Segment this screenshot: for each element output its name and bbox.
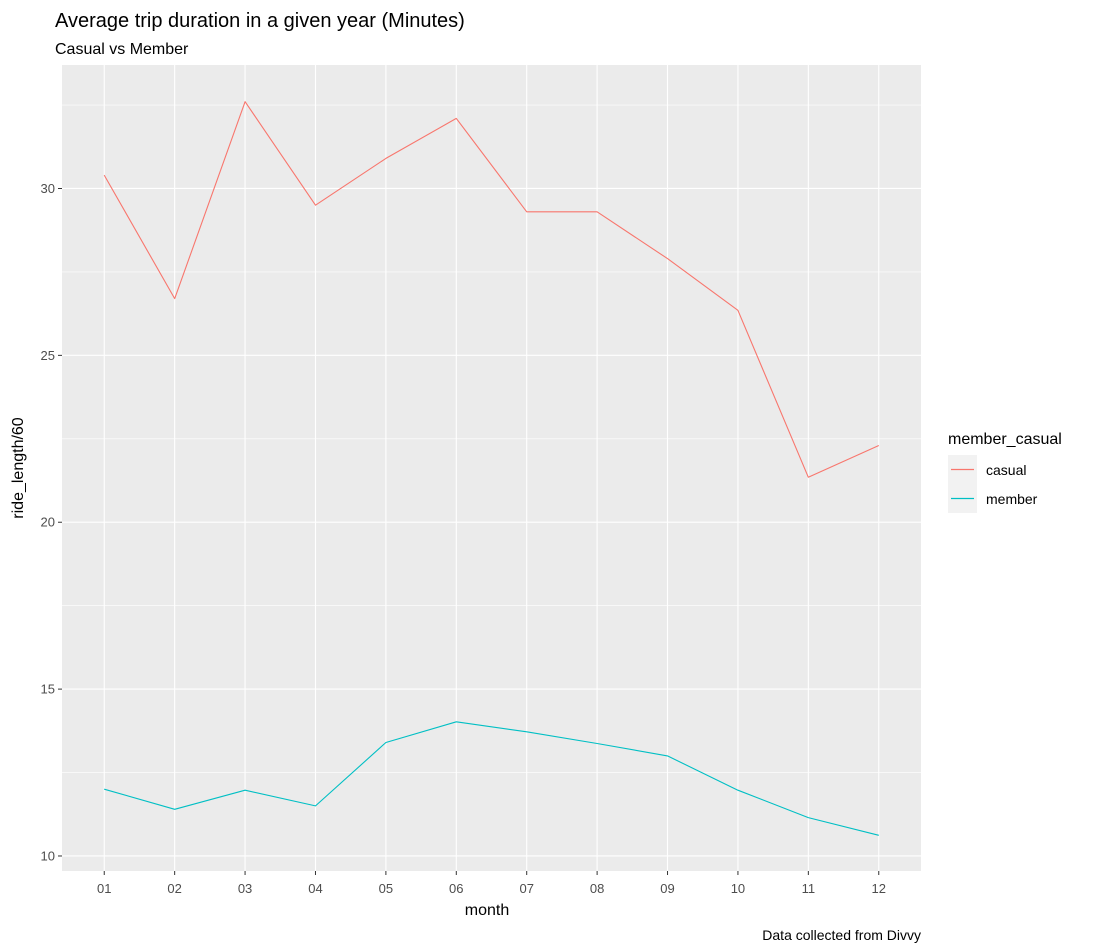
chart-caption: Data collected from Divvy: [762, 927, 921, 943]
x-tick-label: 07: [519, 881, 533, 896]
x-tick-label: 01: [97, 881, 111, 896]
y-axis-title: ride_length/60: [10, 417, 27, 519]
y-tick-label: 30: [41, 181, 55, 196]
x-axis: 01 02 03 04 05 06 07 08 09 10 11 12: [97, 871, 886, 896]
y-axis: 10 15 20 25 30: [41, 181, 62, 863]
y-tick-label: 25: [41, 348, 55, 363]
x-tick-label: 02: [167, 881, 181, 896]
x-tick-label: 06: [449, 881, 463, 896]
x-tick-label: 08: [590, 881, 604, 896]
y-tick-label: 15: [41, 682, 55, 697]
series-line-casual: [103, 101, 880, 478]
x-tick-label: 04: [308, 881, 322, 896]
chart-subtitle: Casual vs Member: [55, 41, 189, 58]
x-tick-label: 12: [872, 881, 886, 896]
x-tick-label: 10: [731, 881, 745, 896]
legend-title: member_casual: [948, 431, 1062, 448]
minor-gridlines: [62, 104, 921, 773]
plot-panel: [62, 65, 921, 871]
x-axis-title: month: [465, 902, 509, 919]
x-tick-label: 11: [802, 881, 816, 896]
series-lines: [103, 101, 880, 836]
major-gridlines: [62, 65, 921, 871]
y-tick-label: 10: [41, 848, 55, 863]
x-tick-label: 03: [238, 881, 252, 896]
chart-title: Average trip duration in a given year (M…: [55, 10, 465, 32]
legend-label-member: member: [986, 491, 1038, 507]
y-tick-label: 20: [41, 515, 55, 530]
x-tick-label: 05: [379, 881, 393, 896]
x-tick-label: 09: [660, 881, 674, 896]
legend-label-casual: casual: [986, 462, 1026, 478]
legend: member_casual casual member: [948, 431, 1062, 513]
series-line-member: [104, 721, 879, 836]
